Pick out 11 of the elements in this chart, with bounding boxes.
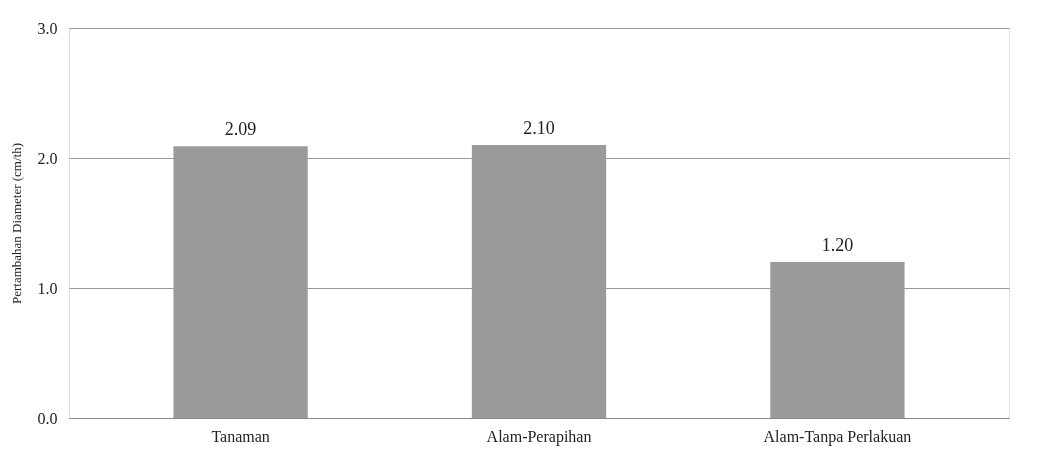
x-tick-label: Tanaman [211,427,270,445]
data-label: 1.20 [821,235,854,255]
y-tick-label: 2.0 [37,149,58,167]
y-tick-label: 1.0 [37,279,58,297]
x-tick-label: Alam-Tanpa Perlakuan [763,427,912,446]
y-tick-label: 3.0 [37,19,58,37]
y-tick-label: 0.0 [37,409,58,427]
x-tick-label: Alam-Perapihan [486,427,592,446]
y-axis-title: Pertambahan Diameter (cm/th) [8,143,24,304]
data-label: 2.10 [523,118,555,138]
data-label: 2.09 [224,119,257,140]
